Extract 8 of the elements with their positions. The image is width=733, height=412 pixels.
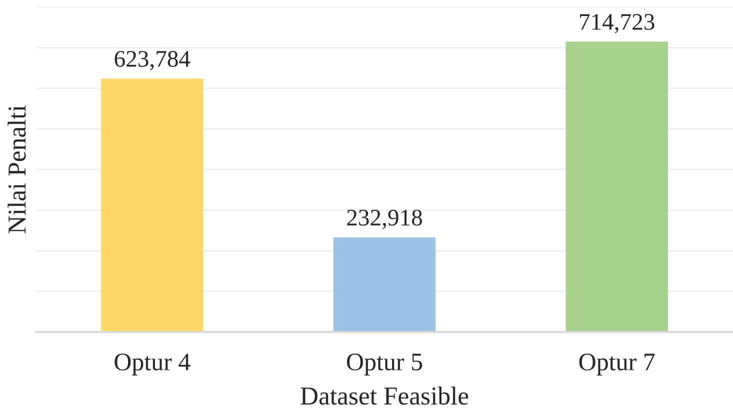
data-label: 232,918: [347, 210, 422, 230]
data-label: 714,723: [580, 14, 654, 34]
x-tick-label: Optur 4: [114, 354, 190, 376]
x-axis-title: Dataset Feasible: [300, 386, 468, 405]
y-axis-title: Nilai Penalti: [8, 105, 26, 234]
x-tick-label: Optur 7: [579, 354, 655, 376]
data-label: 623,784: [114, 50, 190, 70]
x-tick-label: Optur 5: [346, 354, 422, 376]
